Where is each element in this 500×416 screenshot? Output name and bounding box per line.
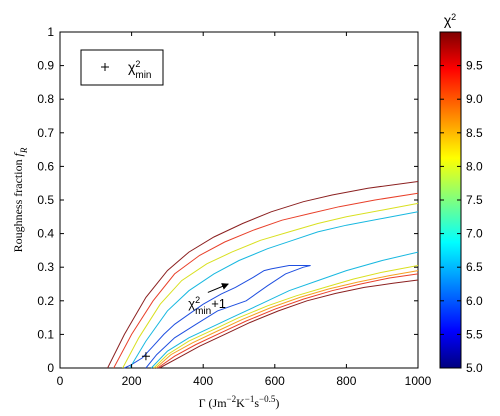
x-tick-label: 200 [122, 374, 142, 388]
y-tick-label: 0 [47, 361, 54, 375]
x-tick-label: 800 [336, 374, 356, 388]
y-tick-label: 1 [47, 25, 54, 39]
colorbar-tick-label: 8.5 [466, 126, 483, 140]
contour-lines [107, 181, 419, 369]
y-tick-label: 0.3 [37, 260, 54, 274]
x-axis-label: Γ (Jm−2K−1s−0.5) [199, 394, 280, 410]
contour-line-2 [129, 211, 419, 369]
contour-line-4 [122, 202, 419, 369]
contour-line-1 [150, 251, 419, 369]
colorbar-tick-label: 6.0 [466, 294, 483, 308]
colorbar-tick-label: 9.0 [466, 92, 483, 106]
y-tick-label: 0.1 [37, 327, 54, 341]
plot-area [59, 31, 419, 369]
y-tick-label: 0.6 [37, 159, 54, 173]
annotation-arrow [207, 283, 229, 293]
colorbar-tick-label: 7.5 [466, 193, 483, 207]
x-tick-label: 600 [265, 374, 285, 388]
colorbar-tick-label: 7.0 [466, 227, 483, 241]
colorbar-tick-label: 6.5 [466, 260, 483, 274]
y-tick-label: 0.2 [37, 294, 54, 308]
colorbar-ticks: 5.0 5.5 6.0 6.5 7.0 7.5 8.0 8.5 9.0 9.5 [440, 59, 483, 375]
chi2-min-marker [141, 352, 150, 361]
x-axis-ticks: 0 200 400 600 800 1000 [57, 32, 432, 388]
contour-line-6 [157, 273, 419, 369]
legend: χ2 min [80, 49, 164, 86]
colorbar-tick-label: 8.0 [466, 159, 483, 173]
y-tick-label: 0.7 [37, 126, 54, 140]
y-tick-label: 0.9 [37, 59, 54, 73]
colorbar-tick-label: 5.0 [466, 361, 483, 375]
colorbar: χ2 5.0 5.5 6.0 6.5 7.0 7.5 8.0 8.5 9.0 9.5 [439, 12, 483, 375]
x-tick-label: 400 [193, 374, 213, 388]
contour-line-9 [107, 181, 419, 369]
x-tick-label: 1000 [405, 374, 432, 388]
y-axis-label: Roughness fraction fR [11, 147, 29, 252]
contour-line-5 [155, 270, 419, 369]
colorbar-tick-label: 9.5 [466, 59, 483, 73]
legend-marker [101, 63, 109, 71]
colorbar-label: χ2 [444, 12, 456, 28]
colorbar-tick-label: 5.5 [466, 327, 483, 341]
y-axis-ticks: 0 0.1 0.2 0.3 0.4 0.5 0.6 0.7 0.8 0.9 1 [37, 25, 418, 375]
y-tick-label: 0.5 [37, 193, 54, 207]
x-tick-label: 0 [57, 374, 64, 388]
contour-line-7 [113, 192, 419, 369]
y-tick-label: 0.8 [37, 92, 54, 106]
y-tick-label: 0.4 [37, 227, 54, 241]
contour-line-8 [159, 279, 419, 369]
contour-line-3 [153, 265, 419, 369]
legend-box [80, 49, 164, 86]
contour-line-0 [124, 265, 311, 369]
